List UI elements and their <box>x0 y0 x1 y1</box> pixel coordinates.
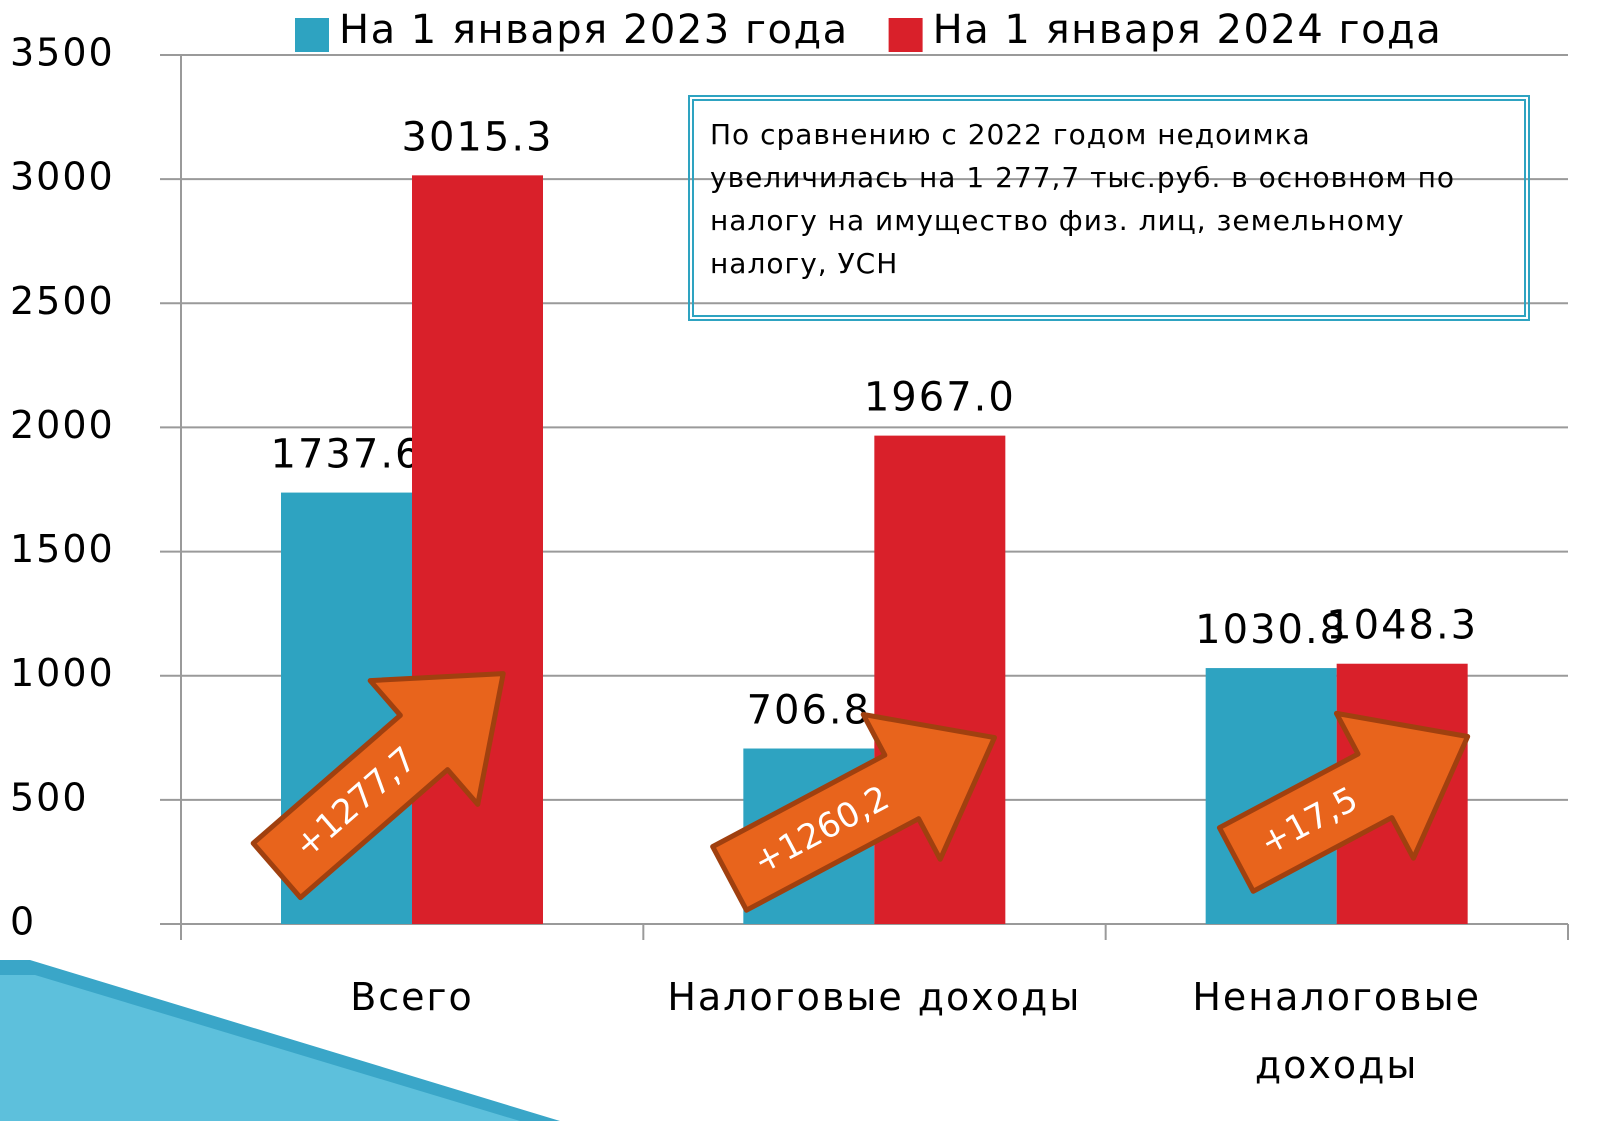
legend-swatch <box>295 18 329 52</box>
value-label: 3015.3 <box>402 114 554 160</box>
x-tick-label: Всего <box>350 975 474 1019</box>
arrow-shape <box>710 711 997 913</box>
y-tick-label: 3500 <box>10 31 115 75</box>
y-tick-label: 500 <box>10 775 89 819</box>
value-label: 1967.0 <box>864 375 1016 421</box>
arrow-shape <box>250 671 506 901</box>
decor <box>0 975 520 1121</box>
legend-swatch <box>888 18 923 52</box>
y-tick-label: 2500 <box>10 279 115 323</box>
arrow: +17,5 <box>1216 710 1471 894</box>
note-box: По сравнению с 2022 годом недоимка увели… <box>688 95 1530 321</box>
value-label: 706.8 <box>747 688 872 734</box>
bar <box>412 175 543 924</box>
value-label: 1737.6 <box>271 432 423 478</box>
y-tick-label: 1000 <box>10 651 115 695</box>
x-tick-label: Налоговые доходы <box>667 975 1082 1019</box>
y-tick-label: 1500 <box>10 527 115 571</box>
legend-label: На 1 января 2024 года <box>933 7 1443 53</box>
value-label: 1030.8 <box>1195 607 1347 653</box>
y-tick-label: 0 <box>10 900 36 944</box>
y-tick-label: 2000 <box>10 403 115 447</box>
value-label: 1048.3 <box>1326 603 1478 649</box>
x-tick-label: Неналоговые доходы <box>1192 975 1481 1087</box>
legend-label: На 1 января 2023 года <box>339 7 849 53</box>
arrow-shape <box>1216 710 1471 894</box>
y-tick-label: 3000 <box>10 155 115 199</box>
